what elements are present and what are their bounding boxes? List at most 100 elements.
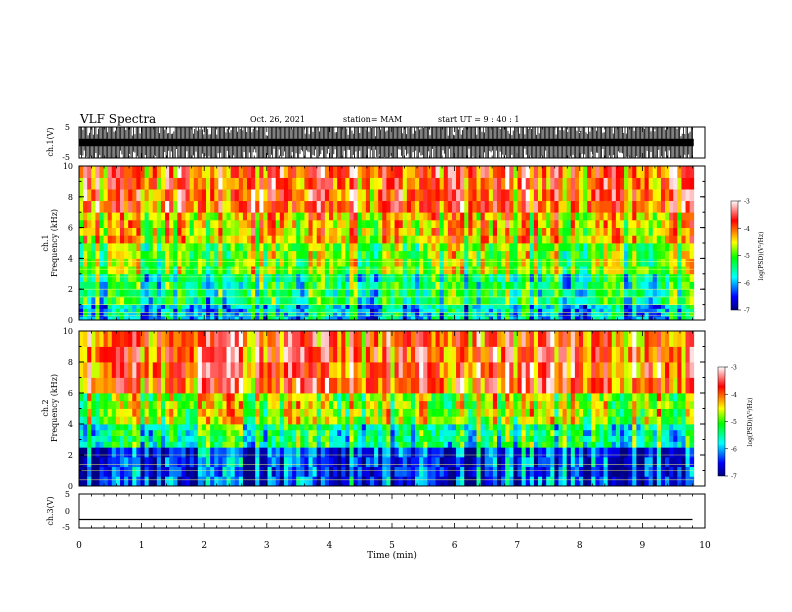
spectrogram-cell [160,429,166,437]
spectrogram-column [439,166,445,321]
spectrogram-cell [103,304,109,309]
spectrogram-cell [624,200,629,213]
spectrogram-cell [259,466,264,477]
spectrogram-cell [435,296,441,305]
spectrogram-cell [488,212,494,221]
spectrogram-cell [333,466,338,477]
spectrogram-cell [501,273,506,282]
spectrogram-cell [615,289,621,298]
spectrogram-cell [333,289,338,298]
spectrogram-cell [206,273,211,282]
spectrogram-cell [677,308,682,313]
spectrogram-cell [410,177,416,190]
spectrogram-cell [111,166,117,178]
spectrogram-cell [660,296,666,305]
spectrogram-cell [259,266,264,275]
spectrogram-cell [259,362,264,378]
spectrogram-cell [234,331,240,347]
spectrogram-cell [464,312,469,317]
spectrogram-cell [124,400,129,409]
spectrogram-cell [525,281,531,290]
spectrogram-cell [386,416,391,425]
spectrogram-cell [222,200,227,213]
spectrogram-cell [83,289,88,298]
spectrogram-cell [333,250,338,259]
spectrogram-cell [103,346,109,363]
spectrogram-column [197,331,203,487]
spectrogram-cell [132,316,137,321]
spectrogram-cell [689,258,695,267]
spectrogram-cell [103,362,109,378]
spectrogram-cell [226,346,232,363]
spectrogram-cell [218,189,223,202]
spectrogram-cell [689,266,695,275]
spectrogram-cell [538,250,543,259]
spectrogram-cell [279,362,285,378]
spectrogram-cell [546,250,551,259]
spectrogram-cell [337,316,342,321]
spectrogram-cell [509,258,514,267]
spectrogram-cell [316,377,322,394]
spectrogram-blank-region [693,166,705,320]
spectrogram-cell [259,308,264,313]
spectrogram-column [206,166,211,321]
spectrogram-cell [218,266,223,275]
spectrogram-cell [177,362,182,378]
spectrogram-cell [456,219,461,228]
spectrogram-cell [349,235,354,244]
spectrogram-cell [234,177,240,190]
spectrogram-cell [562,166,568,178]
spectrogram-cell [431,219,436,228]
spectrogram-cell [107,273,113,282]
spectrogram-cell [251,400,256,409]
spectrogram-cell [533,189,539,202]
spectrogram-cell [529,189,535,202]
spectrogram-column [374,331,379,487]
spectrogram-cell [255,312,260,317]
spectrogram-column [640,166,645,321]
spectrogram-cell [439,177,445,190]
spectrogram-cell [345,227,350,236]
spectrogram-cell [247,466,252,477]
spectrogram-cell [341,456,346,468]
spectrogram-cell [242,476,248,487]
spectrogram-cell [595,235,600,244]
spectrogram-cell [447,308,453,313]
spectrogram-cell [353,346,359,363]
spectrogram-cell [206,219,211,228]
spectrogram-cell [136,362,141,378]
spectrogram-cell [234,435,240,442]
spectrogram-cell [119,435,125,442]
spectrogram-cell [275,296,281,305]
spectrogram-cell [87,296,92,305]
spectrogram-cell [599,243,604,252]
spectrogram-cell [439,227,445,236]
spectrogram-cell [173,289,178,298]
spectrogram-cell [341,289,346,298]
spectrogram-cell [574,266,580,275]
spectrogram-cell [497,200,502,213]
spectrogram-cell [197,227,203,236]
spectrogram-cell [292,316,297,321]
spectrogram-cell [222,316,227,321]
spectrogram-cell [648,266,654,275]
spectrogram-cell [365,393,371,402]
spectrogram-cell [386,250,391,259]
spectrogram-cell [124,447,129,458]
spectrogram-cell [255,377,260,394]
spectrogram-cell [206,266,211,275]
spectrogram-cell [324,312,330,317]
spectrogram-cell [595,296,600,305]
spectrogram-cell [312,456,318,468]
spectrogram-cell [181,166,186,178]
spectrogram-cell [353,235,359,244]
spectrogram-cell [640,289,645,298]
spectrogram-cell [222,447,227,458]
spectrogram-cell [115,441,121,448]
spectrogram-cell [214,289,219,298]
spectrogram-cell [574,296,580,305]
spectrogram-cell [513,219,518,228]
spectrogram-cell [292,308,297,313]
spectrogram-cell [144,476,150,487]
spectrogram-cell [119,250,125,259]
